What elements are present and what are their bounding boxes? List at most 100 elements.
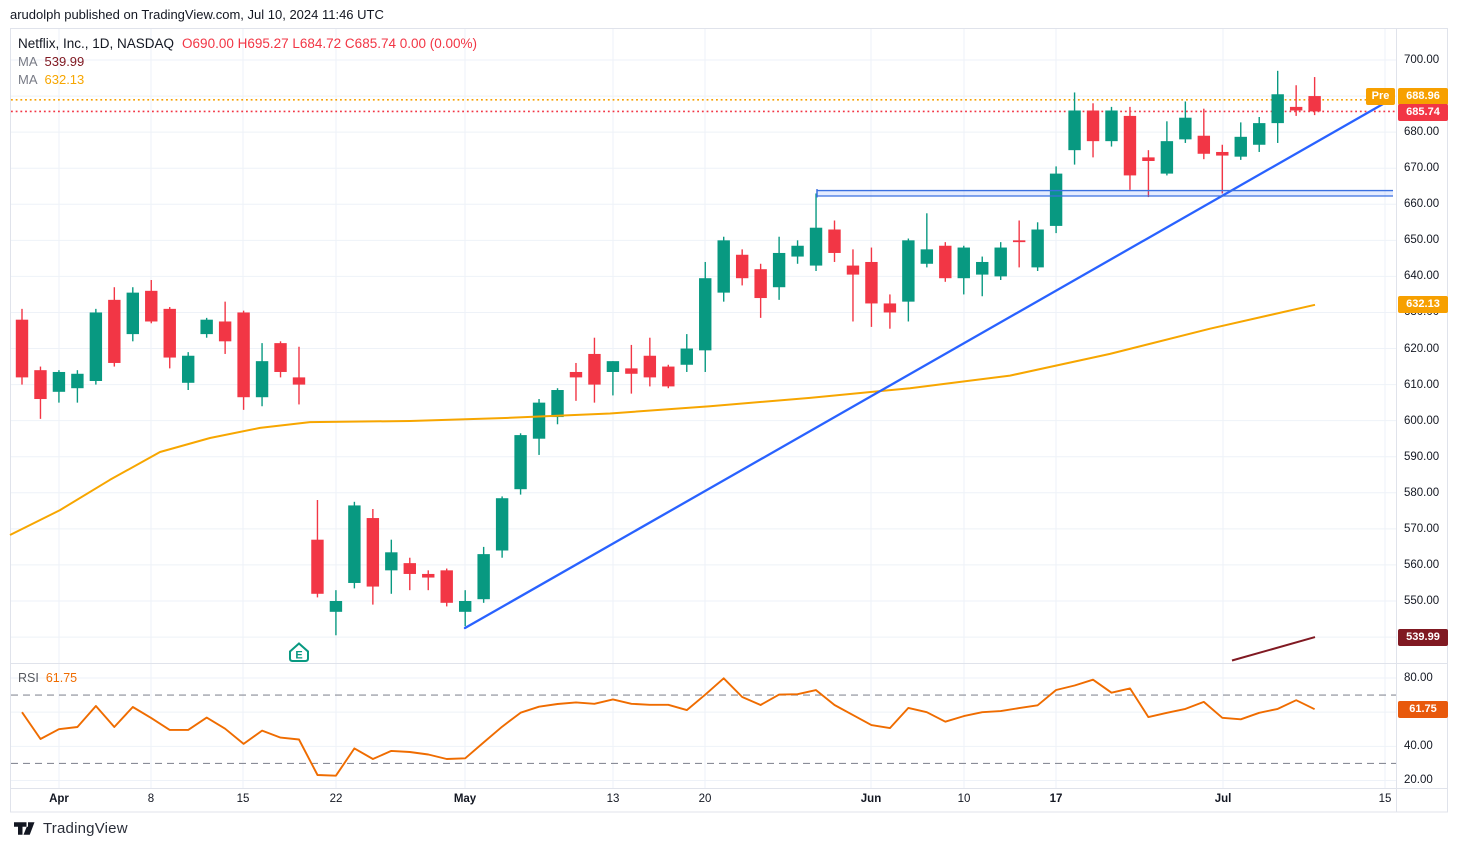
candle-body: [218, 321, 232, 342]
svg-text:E: E: [295, 650, 302, 662]
price-axis-label: 620.00: [1404, 342, 1440, 355]
candle-body: [1086, 110, 1100, 142]
date-axis-label: May: [453, 793, 477, 805]
ma-slow-value: 632.13: [44, 72, 85, 87]
candle-body: [348, 505, 361, 583]
date-axis-label: 8: [147, 793, 155, 805]
candle-body: [440, 570, 453, 603]
rsi-value: 61.75: [45, 671, 78, 685]
candle-body: [1197, 135, 1211, 154]
candle-body: [865, 261, 878, 304]
pre-market-flag-badge: Pre: [1366, 87, 1395, 105]
candle-body: [366, 518, 380, 587]
candle-body: [477, 554, 490, 600]
price-axis-label: 670.00: [1404, 162, 1440, 175]
price-level-lines: [11, 99, 1396, 113]
rsi-axis-label: 20.00: [1404, 774, 1433, 787]
candle-body: [89, 312, 103, 381]
date-axis-label: 10: [957, 793, 971, 805]
candle-body: [791, 245, 804, 257]
candle-body: [883, 303, 897, 313]
gridlines: [11, 29, 1396, 788]
candle-body: [1012, 240, 1026, 243]
candle-body: [699, 278, 712, 351]
candle-body: [1308, 96, 1321, 112]
price-axis-label: 680.00: [1404, 126, 1440, 139]
candle-body: [809, 227, 823, 266]
rsi-pane: [11, 677, 1396, 777]
candle-body: [1142, 157, 1155, 161]
candle-body: [1271, 94, 1284, 124]
candle-body: [1049, 173, 1063, 226]
rsi-axis-label: 80.00: [1404, 672, 1433, 684]
candle-body: [495, 498, 509, 551]
candle-body: [458, 601, 472, 612]
candle-body: [385, 552, 398, 571]
candle-body: [1068, 110, 1081, 151]
candle-body: [551, 390, 564, 418]
candle-body: [1105, 110, 1118, 142]
price-axis-label: 550.00: [1404, 595, 1440, 607]
candle-body: [1216, 151, 1229, 156]
candle-body: [957, 247, 970, 279]
price-badge: 61.75: [1398, 700, 1448, 718]
price-axis-label: 640.00: [1404, 270, 1440, 283]
candle-body: [292, 377, 306, 385]
rsi-legend[interactable]: RSI 61.75: [18, 671, 77, 685]
earnings-marker-icon[interactable]: E: [288, 642, 309, 662]
candle-body: [200, 319, 213, 335]
candle-body: [126, 292, 139, 335]
candle-body: [1253, 123, 1266, 145]
rsi-line: [21, 677, 1316, 777]
candle-body: [274, 343, 287, 372]
candle-body: [34, 370, 47, 400]
candle-body: [920, 249, 934, 264]
candle-body: [643, 355, 657, 378]
candle-body: [1179, 117, 1192, 140]
price-badge: 688.96: [1398, 87, 1448, 105]
ma-label: MA: [18, 72, 38, 87]
date-axis-label: 15: [1378, 793, 1392, 805]
user-drawings[interactable]: [463, 98, 1393, 630]
candle-body: [163, 308, 176, 358]
candle-body: [902, 240, 915, 302]
chart-frame-border: [10, 28, 1448, 813]
candle-body: [662, 366, 675, 387]
candle-body: [403, 563, 416, 574]
price-axis-label: 660.00: [1404, 198, 1440, 211]
trendline[interactable]: [463, 98, 1392, 630]
date-axis-label: Jul: [1214, 793, 1232, 805]
date-axis-label: 20: [698, 793, 712, 805]
candle-body: [588, 353, 601, 385]
price-axis-label: 700.00: [1404, 54, 1440, 66]
symbol-title: Netflix, Inc., 1D, NASDAQ: [18, 36, 175, 51]
candle-body: [329, 601, 343, 612]
symbol-row: Netflix, Inc., 1D, NASDAQ O690.00 H695.27…: [18, 35, 477, 52]
candle-body: [1289, 106, 1303, 111]
chart-legend[interactable]: Netflix, Inc., 1D, NASDAQ O690.00 H695.27…: [18, 35, 477, 88]
candle-body: [514, 435, 527, 490]
candle-body: [606, 361, 620, 372]
price-badge: 685.74: [1398, 104, 1448, 121]
candlestick-series: [15, 70, 1321, 636]
candle-body: [1031, 229, 1044, 268]
candle-body: [422, 573, 435, 578]
candle-body: [680, 348, 693, 365]
horizontal-band-fill[interactable]: [817, 190, 1393, 196]
price-axis-label: 570.00: [1404, 522, 1440, 535]
tradingview-logo-icon: [14, 822, 35, 835]
candle-body: [976, 261, 989, 275]
candle-body: [15, 319, 29, 378]
candle-body: [52, 371, 66, 392]
ma-fast-row: MA 539.99: [18, 53, 477, 70]
date-axis-label: 15: [236, 793, 250, 805]
date-axis-label: Jun: [860, 793, 882, 805]
price-axis-label: 650.00: [1404, 234, 1440, 247]
date-axis-label: 17: [1049, 793, 1063, 805]
candle-body: [772, 252, 786, 288]
candle-body: [754, 269, 767, 299]
ma-maroon-line: [1231, 636, 1316, 662]
price-badge: 539.99: [1398, 628, 1448, 646]
